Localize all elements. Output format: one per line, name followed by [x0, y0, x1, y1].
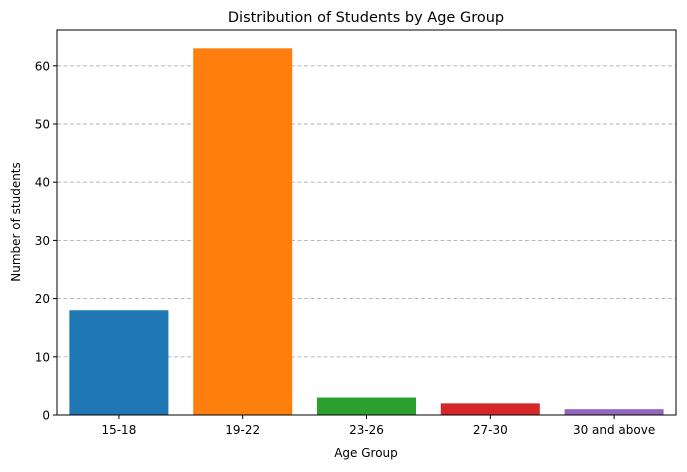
y-tick-label: 10 — [35, 350, 50, 364]
x-axis-label: Age Group — [334, 446, 398, 460]
y-axis-ticks: 0 10 20 30 40 50 60 — [35, 59, 57, 423]
x-tick-label: 30 and above — [573, 423, 655, 437]
x-tick-label: 19-22 — [225, 423, 260, 437]
y-tick-label: 60 — [35, 59, 50, 73]
y-tick-label: 40 — [35, 176, 50, 190]
bar-27-30 — [440, 403, 540, 415]
x-tick-label: 27-30 — [473, 423, 508, 437]
bar-19-22 — [193, 48, 293, 415]
bars — [69, 48, 664, 415]
bar-30-and-above — [564, 409, 664, 415]
y-tick-label: 50 — [35, 117, 50, 131]
y-axis-label: Number of students — [9, 162, 23, 282]
bar-23-26 — [316, 397, 417, 415]
grid-lines — [57, 65, 676, 358]
x-axis-ticks: 15-18 19-22 23-26 27-30 30 and above — [101, 415, 655, 437]
x-tick-label: 15-18 — [101, 423, 136, 437]
bar-15-18 — [69, 310, 169, 415]
y-tick-label: 0 — [42, 409, 50, 423]
y-tick-label: 20 — [35, 292, 50, 306]
chart-title: Distribution of Students by Age Group — [228, 10, 504, 26]
x-tick-label: 23-26 — [349, 423, 384, 437]
y-tick-label: 30 — [35, 234, 50, 248]
